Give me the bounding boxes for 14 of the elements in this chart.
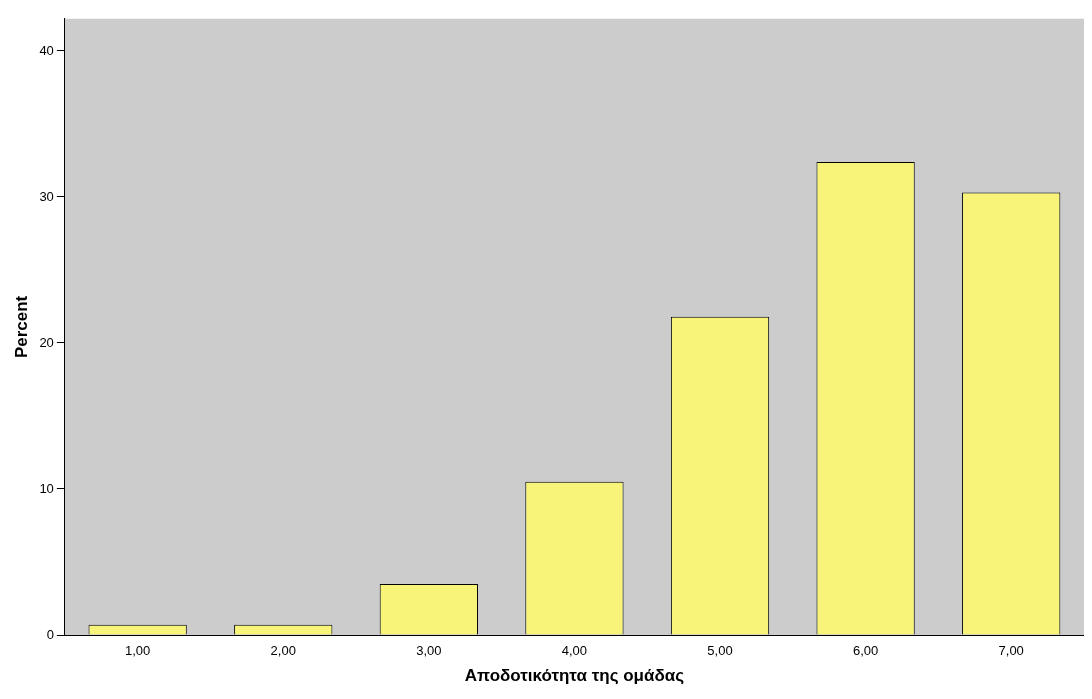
- x-tick-label: 7,00: [998, 643, 1024, 659]
- x-tick-label: 3,00: [416, 643, 442, 659]
- x-tick-label: 6,00: [852, 643, 879, 659]
- y-axis-title: Percent: [11, 295, 31, 359]
- y-tick-label: 40: [39, 42, 54, 58]
- y-tick-label: 30: [39, 188, 54, 204]
- x-tick-label: 4,00: [561, 643, 588, 659]
- x-tick-label: 1,00: [125, 643, 151, 659]
- y-tick-label: 20: [39, 334, 54, 350]
- x-tick-label: 5,00: [707, 643, 733, 659]
- x-tick-label: 2,00: [270, 643, 296, 659]
- y-tick-label: 10: [39, 480, 54, 496]
- x-axis-title: Αποδοτικότητα της ομάδας: [464, 666, 685, 686]
- y-tick-label: 0: [46, 626, 54, 642]
